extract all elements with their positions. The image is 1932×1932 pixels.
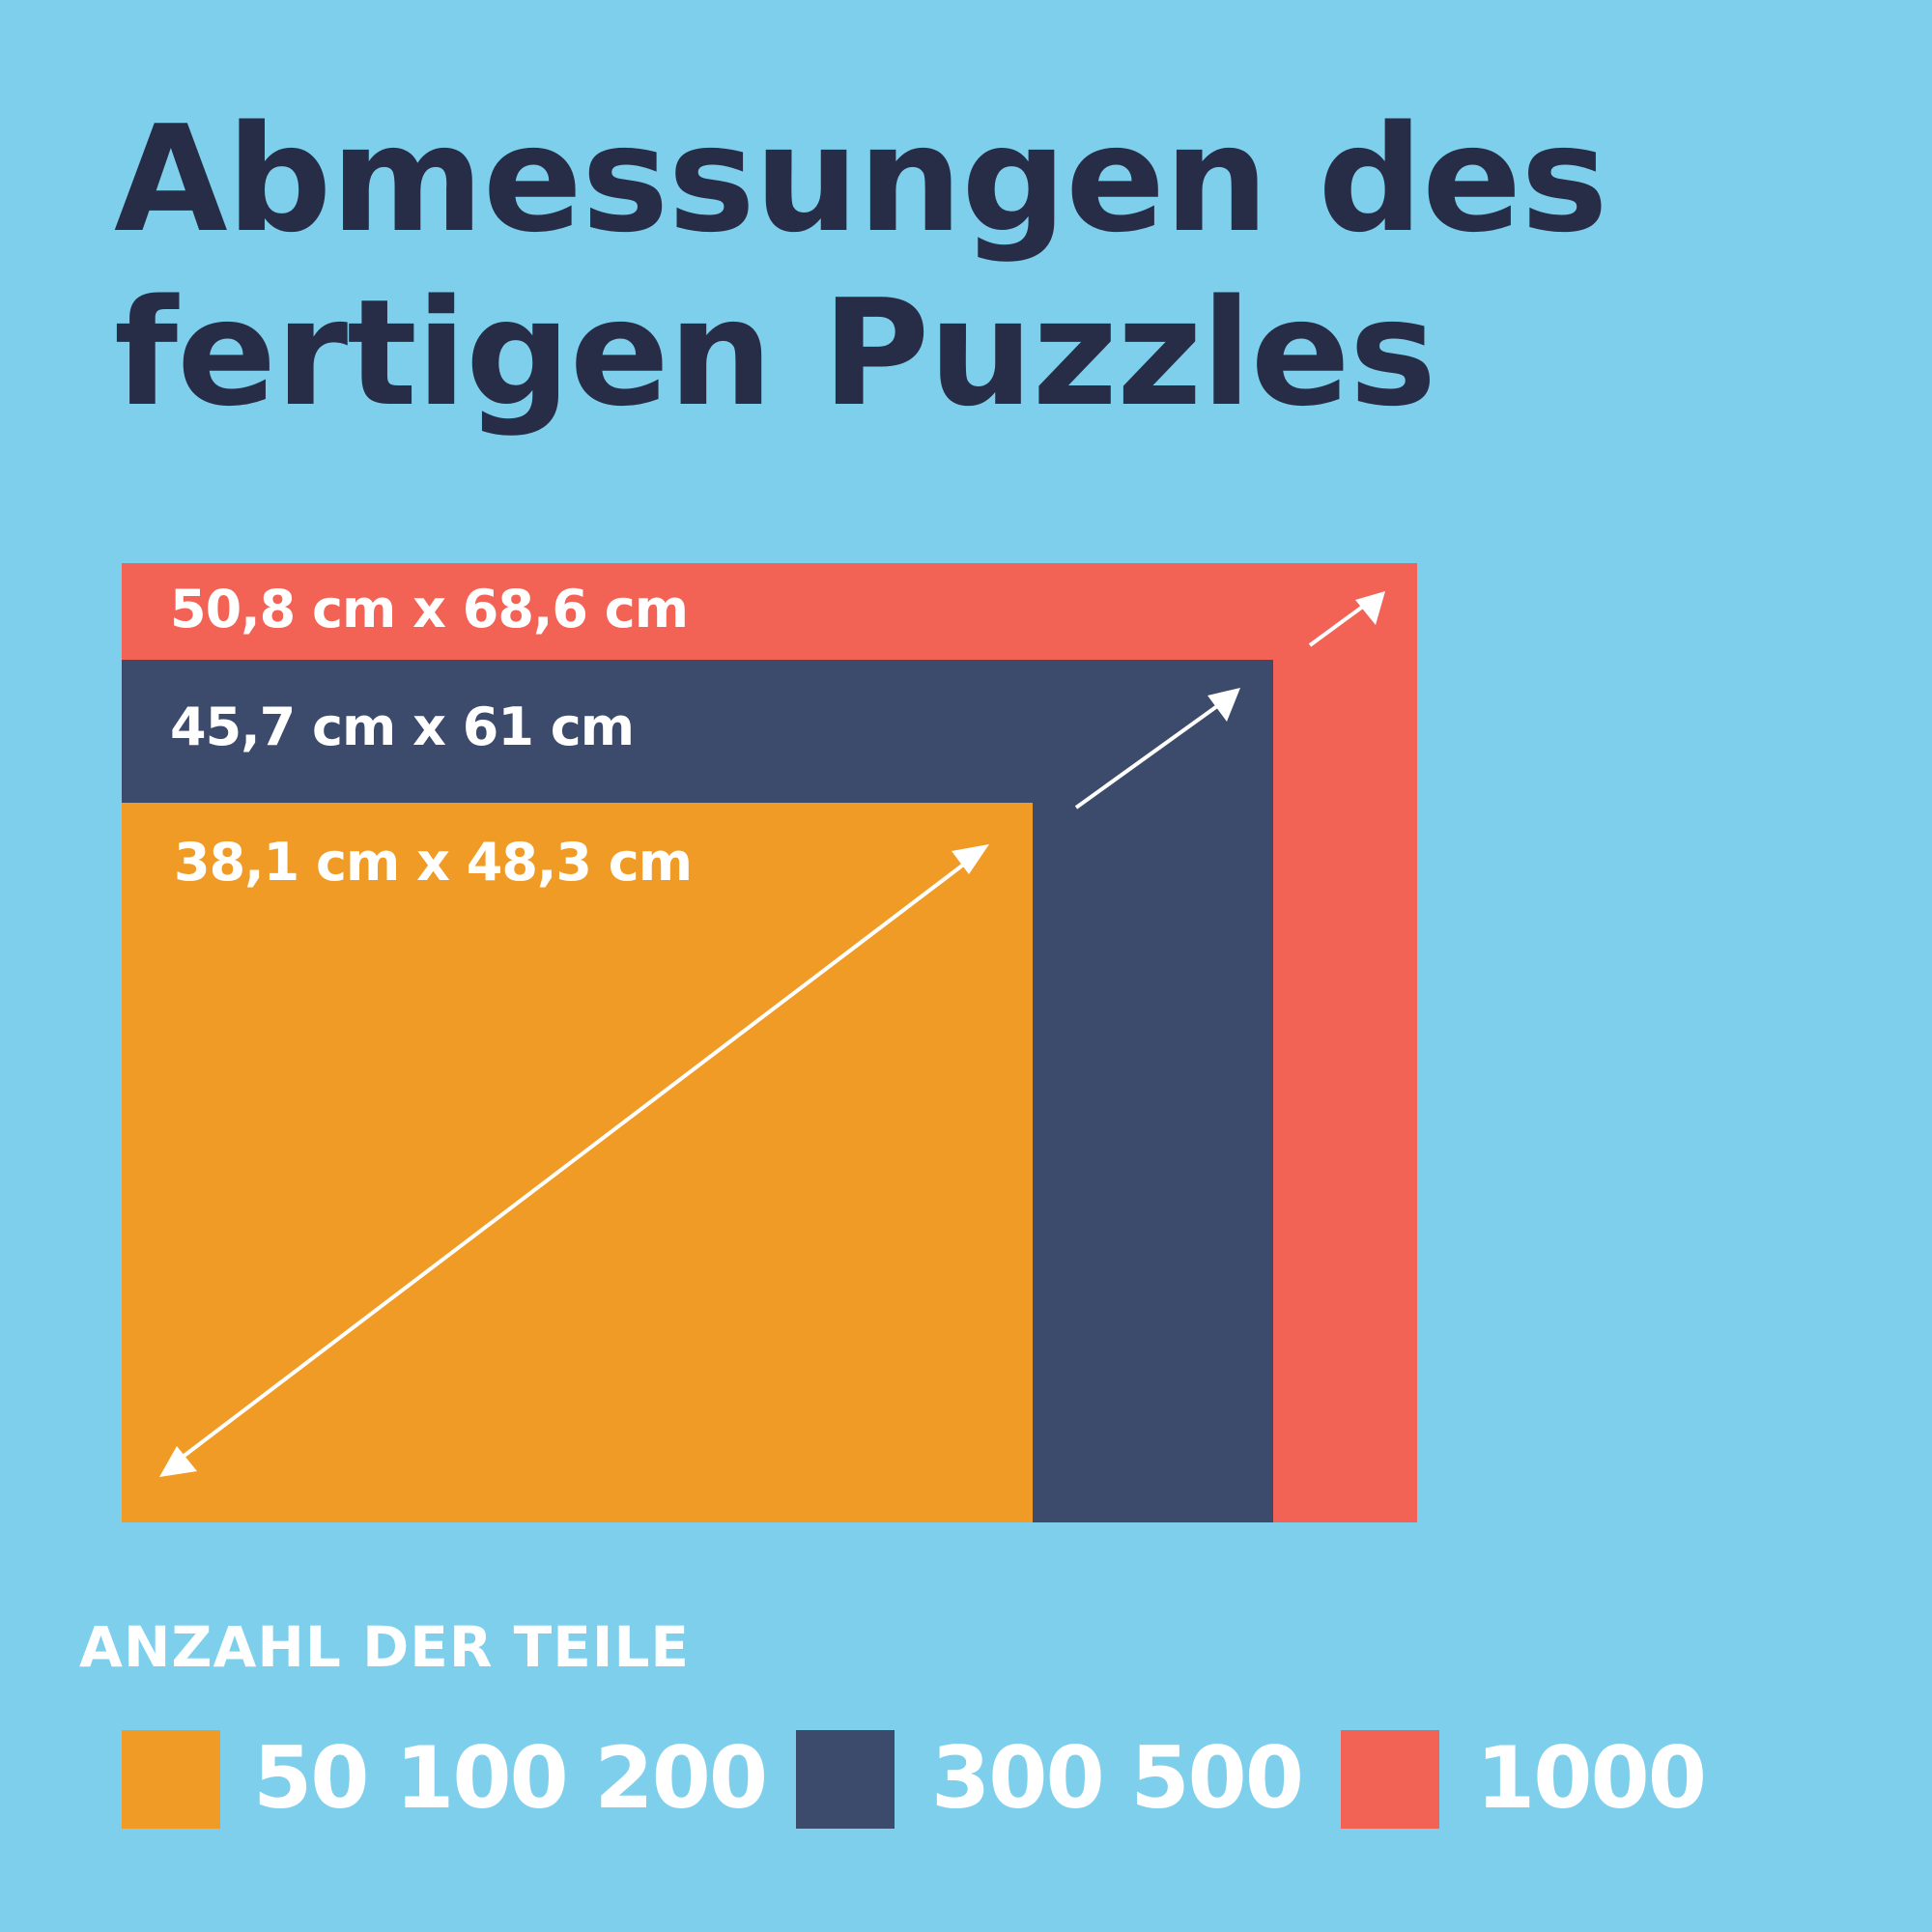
title-line-1: Abmessungen des	[114, 94, 1608, 265]
arrowhead-large-end	[1355, 591, 1385, 625]
legend-label-medium: 300 500	[931, 1728, 1304, 1828]
size-label-large: 50,8 cm x 68,6 cm	[170, 579, 689, 639]
arrowhead-medium-end	[1208, 688, 1240, 722]
diagonal-arrow-small-line	[172, 861, 968, 1465]
size-rect-small	[122, 803, 1033, 1522]
title-line-2: fertigen Puzzles	[114, 268, 1436, 439]
extension-arrow-medium-line	[1074, 704, 1219, 810]
legend-label-large: 1000	[1476, 1728, 1707, 1828]
size-label-small: 38,1 cm x 48,3 cm	[174, 832, 693, 893]
legend-swatch-orange	[122, 1730, 220, 1829]
legend-heading: ANZAHL DER TEILE	[79, 1614, 691, 1680]
legend-swatch-navy	[796, 1730, 895, 1829]
arrowhead-small-start	[159, 1446, 197, 1477]
arrowhead-small-end	[952, 844, 989, 874]
legend-label-small: 50 100 200	[253, 1728, 768, 1828]
legend-swatch-coral	[1341, 1730, 1439, 1829]
size-label-medium: 45,7 cm x 61 cm	[170, 696, 635, 757]
extension-arrow-large-line	[1308, 601, 1370, 647]
